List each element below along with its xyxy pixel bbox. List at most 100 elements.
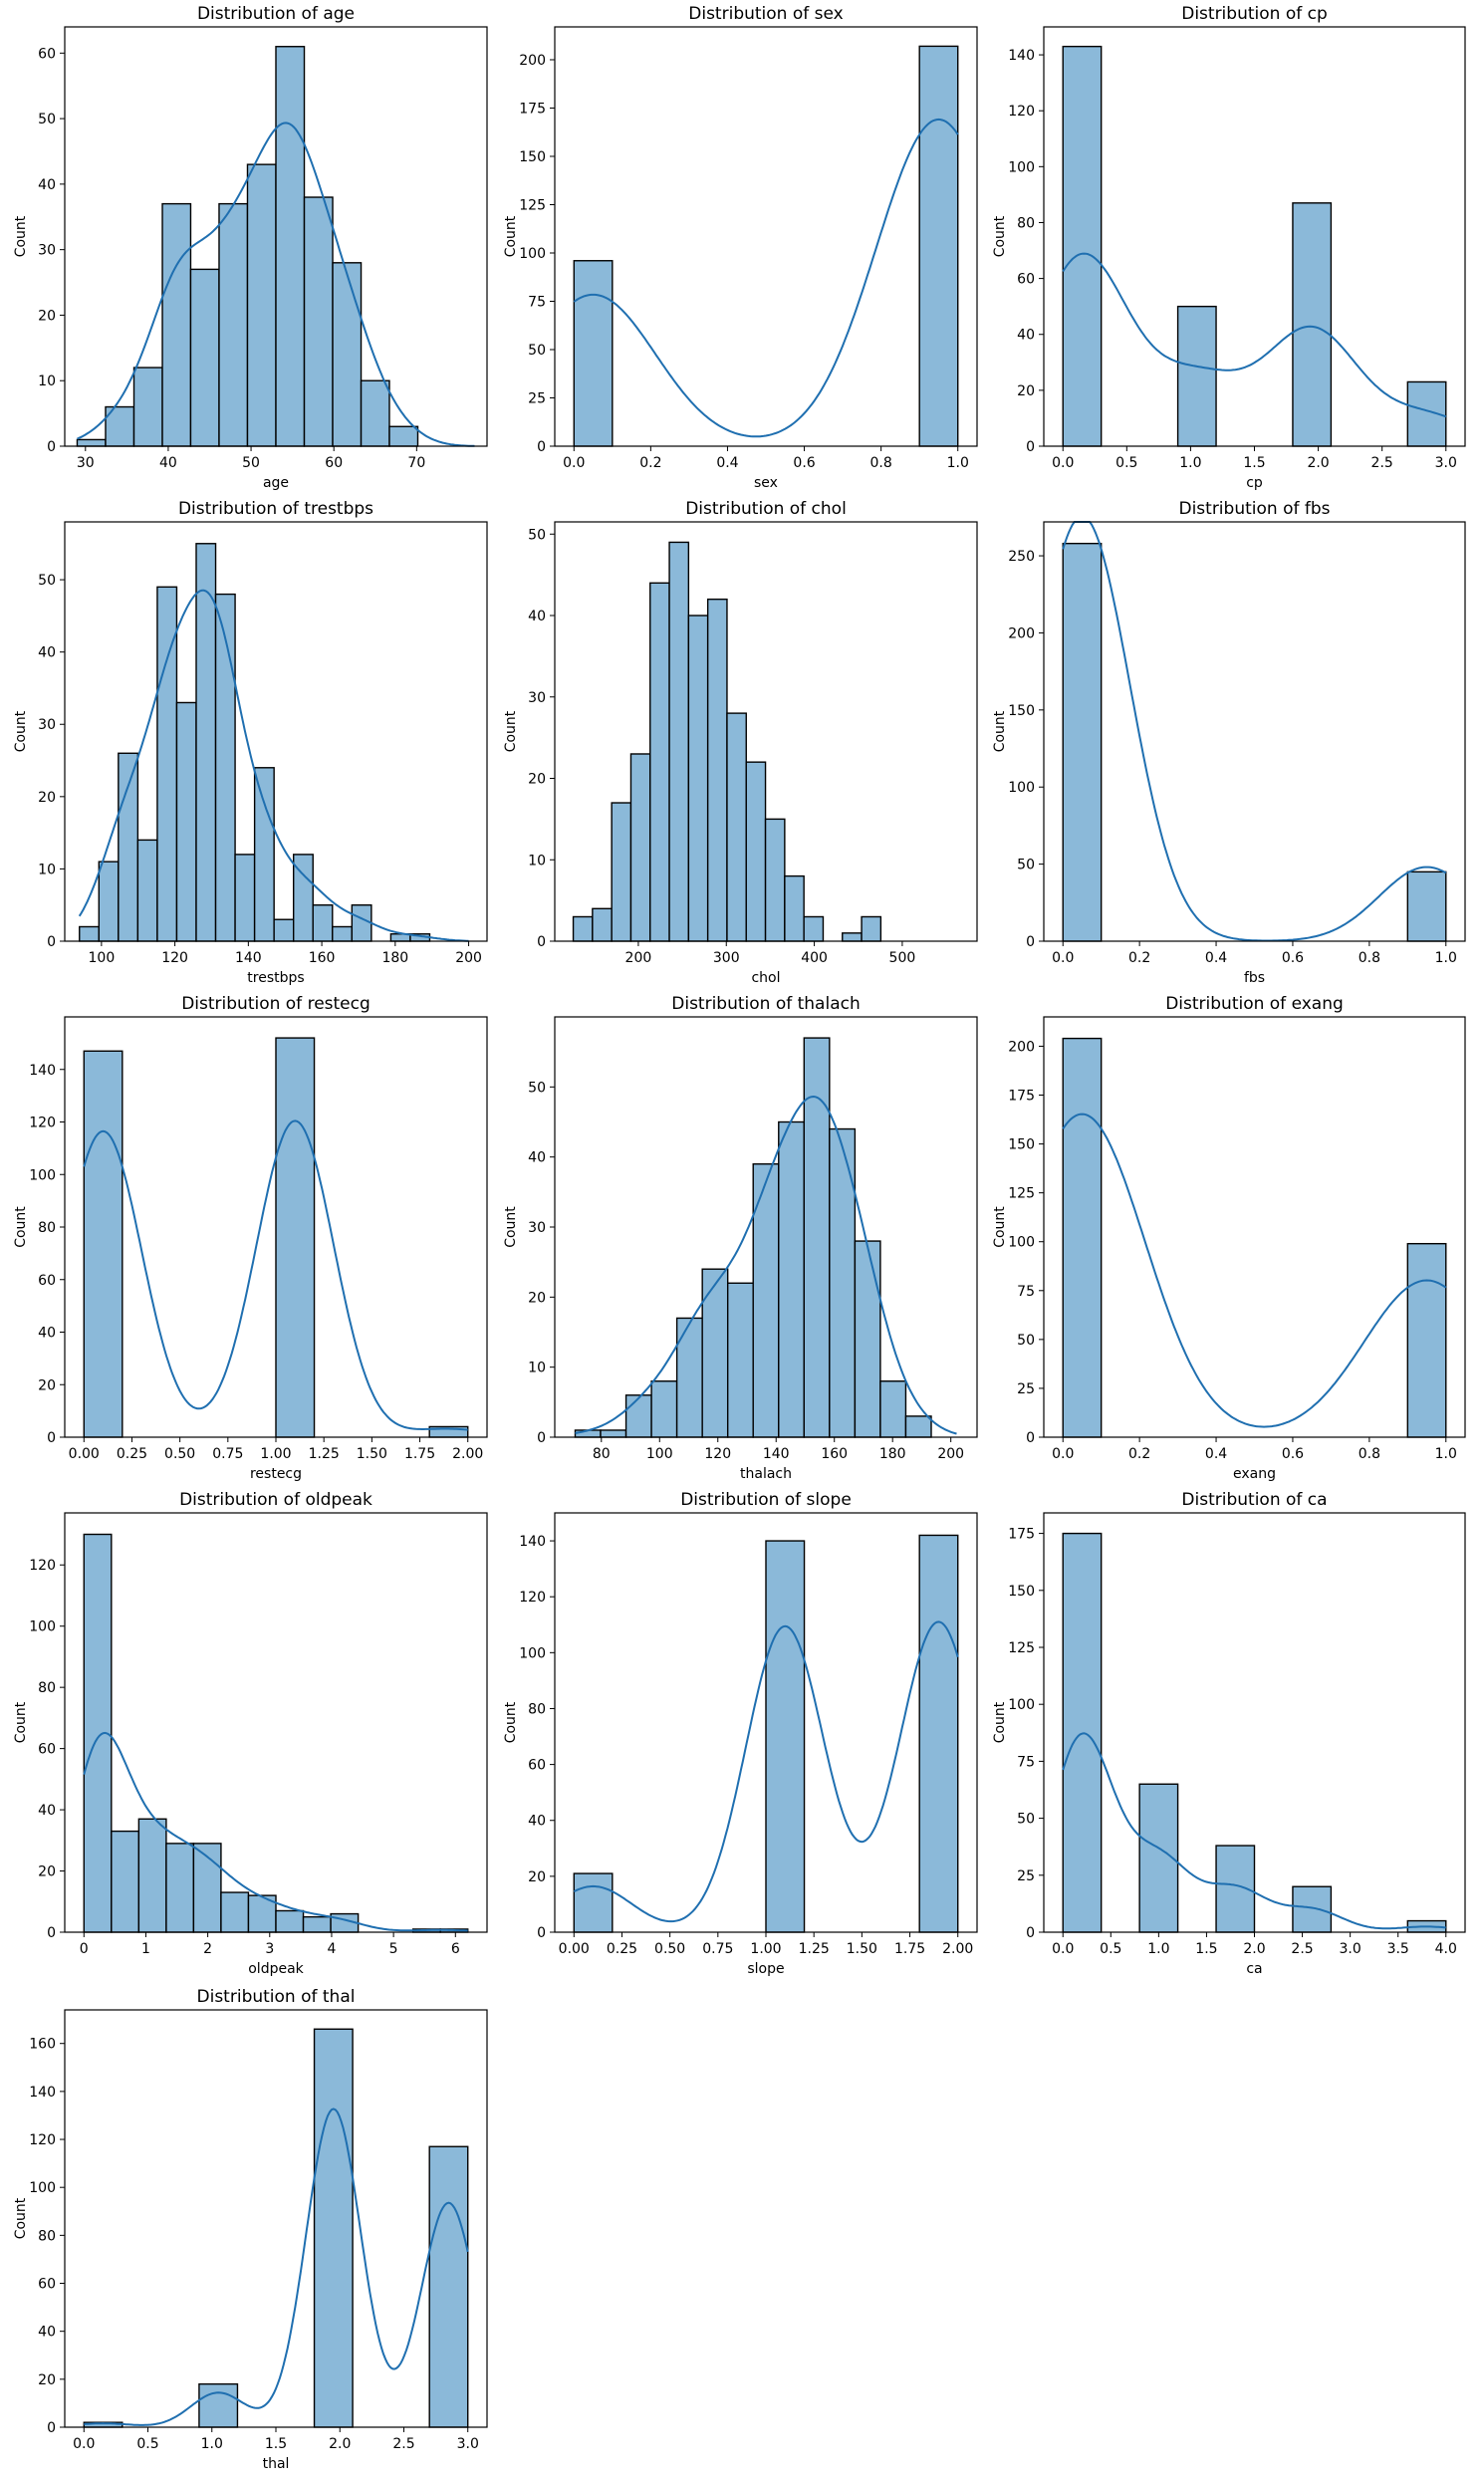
bar-trestbps-8 — [234, 854, 256, 942]
xtick-label-exang-1: 0.2 — [1128, 1446, 1150, 1462]
axes-frame-oldpeak — [64, 1512, 488, 1933]
x-axis-label-exang: exang — [1233, 1466, 1276, 1482]
ytick-label-exang-6: 150 — [1008, 1137, 1035, 1153]
x-axis-label-age: age — [263, 475, 289, 491]
ytick-label-restecg-0: 0 — [47, 1430, 56, 1446]
xtick-label-thalach-4: 160 — [821, 1446, 848, 1462]
ytick-label-age-6: 60 — [38, 46, 56, 62]
ytick-label-restecg-4: 80 — [38, 1220, 56, 1236]
xtick-label-thalach-5: 180 — [879, 1446, 906, 1462]
ytick-label-slope-1: 20 — [528, 1869, 546, 1885]
xtick-label-age-3: 60 — [325, 455, 343, 471]
bar-oldpeak-4 — [192, 1843, 222, 1933]
ytick-label-exang-7: 175 — [1008, 1089, 1035, 1105]
xtick-label-slope-7: 1.75 — [894, 1941, 925, 1957]
ytick-label-restecg-6: 120 — [29, 1116, 56, 1131]
xtick-label-thalach-6: 200 — [937, 1446, 964, 1462]
y-axis-label-cp: Count — [992, 215, 1008, 257]
ytick-label-thal-5: 100 — [29, 2180, 56, 2196]
subplot-cp: 0.0 0.5 1.0 1.5 2.0 2.5 3.0 0 20 40 60 80 100 120 140 D… — [992, 4, 1466, 491]
ytick-label-age-0: 0 — [47, 439, 56, 455]
xtick-label-cp-5: 2.5 — [1371, 455, 1393, 471]
kde-line-thal — [84, 2108, 469, 2426]
bar-age-4 — [189, 268, 220, 447]
y-axis-label-trestbps: Count — [13, 710, 29, 752]
kde-line-oldpeak — [83, 1731, 468, 1932]
ytick-label-trestbps-1: 10 — [38, 862, 56, 877]
bar-age-11 — [388, 425, 419, 447]
bar-chol-15 — [861, 915, 882, 942]
bar-chol-2 — [611, 802, 632, 942]
axes-frame-cp — [1043, 26, 1466, 447]
axes-frame-thal — [64, 2009, 488, 2428]
ytick-label-sex-8: 200 — [519, 53, 546, 69]
ytick-label-restecg-3: 60 — [38, 1273, 56, 1289]
bar-trestbps-2 — [118, 752, 139, 942]
xtick-label-fbs-1: 0.2 — [1128, 950, 1150, 966]
ytick-label-ca-2: 50 — [1017, 1812, 1035, 1828]
ytick-label-exang-3: 75 — [1017, 1284, 1035, 1300]
ytick-label-age-1: 10 — [38, 373, 56, 389]
xtick-label-trestbps-2: 140 — [235, 950, 262, 966]
xtick-label-ca-6: 3.0 — [1340, 1941, 1361, 1957]
ytick-label-slope-2: 40 — [528, 1814, 546, 1830]
xtick-label-trestbps-4: 180 — [381, 950, 408, 966]
bar-trestbps-0 — [79, 925, 100, 942]
bar-thalach-3 — [650, 1380, 678, 1438]
chart-title-ca: Distribution of ca — [1181, 1490, 1327, 1510]
xtick-label-thal-3: 1.5 — [265, 2436, 287, 2452]
xtick-label-slope-1: 0.25 — [607, 1941, 637, 1957]
bar-trestbps-1 — [98, 861, 120, 942]
bar-trestbps-13 — [332, 925, 354, 942]
subplot-trestbps: 100 120 140 160 180 200 0 10 20 30 40 50 Distributio… — [13, 499, 488, 986]
ytick-label-chol-5: 50 — [528, 527, 546, 543]
ytick-label-age-4: 40 — [38, 177, 56, 193]
xtick-label-restecg-7: 1.75 — [404, 1446, 435, 1462]
xtick-label-restecg-8: 2.00 — [452, 1446, 483, 1462]
bar-exang-0 — [1062, 1037, 1103, 1438]
xtick-label-exang-5: 1.0 — [1435, 1446, 1457, 1462]
xtick-label-restecg-4: 1.00 — [260, 1446, 291, 1462]
ytick-label-exang-4: 100 — [1008, 1235, 1035, 1251]
subplot-slope: 0.00 0.25 0.50 0.75 1.00 1.25 1.50 1.75 2.00 0 20 4… — [503, 1490, 978, 1977]
y-axis-label-ca: Count — [992, 1701, 1008, 1743]
xtick-label-oldpeak-6: 6 — [451, 1941, 460, 1957]
bar-thal-2 — [198, 2382, 239, 2428]
subplot-sex: 0.0 0.2 0.4 0.6 0.8 1.0 0 25 50 75 100 125 150 175 200… — [503, 4, 978, 491]
kde-line-sex — [573, 118, 959, 438]
xtick-label-fbs-2: 0.4 — [1205, 950, 1227, 966]
bar-age-10 — [360, 379, 390, 447]
bar-restecg-0 — [83, 1050, 124, 1438]
bar-chol-14 — [842, 932, 863, 942]
y-axis-label-exang: Count — [992, 1206, 1008, 1248]
ytick-label-age-3: 30 — [38, 243, 56, 259]
bar-trestbps-14 — [351, 904, 372, 942]
bar-age-3 — [161, 202, 192, 447]
ytick-label-cp-6: 120 — [1008, 104, 1035, 120]
xtick-label-thal-1: 0.5 — [136, 2436, 158, 2452]
bar-age-9 — [332, 262, 363, 447]
xtick-label-trestbps-5: 200 — [455, 950, 482, 966]
ytick-label-cp-3: 60 — [1017, 272, 1035, 288]
bar-chol-7 — [706, 598, 728, 942]
ytick-label-slope-0: 0 — [537, 1925, 546, 1941]
ytick-label-trestbps-5: 50 — [38, 573, 56, 589]
ytick-label-age-2: 20 — [38, 308, 56, 324]
axes-frame-fbs — [1043, 521, 1466, 942]
bar-thalach-13 — [904, 1415, 932, 1438]
y-axis-label-restecg: Count — [13, 1206, 29, 1248]
subplot-thal: 0.0 0.5 1.0 1.5 2.0 2.5 3.0 0 20 40 60 80 100 120 140 1… — [13, 1987, 488, 2472]
bar-oldpeak-3 — [165, 1843, 195, 1933]
ytick-label-sex-1: 25 — [528, 390, 546, 406]
xtick-label-exang-4: 0.8 — [1359, 1446, 1380, 1462]
xtick-label-thalach-2: 120 — [704, 1446, 731, 1462]
y-axis-label-thalach: Count — [503, 1206, 519, 1248]
xtick-label-exang-0: 0.0 — [1052, 1446, 1074, 1462]
chart-title-thal: Distribution of thal — [197, 1987, 356, 2007]
chart-title-oldpeak: Distribution of oldpeak — [179, 1490, 372, 1510]
bar-chol-5 — [668, 541, 690, 942]
x-axis-label-oldpeak: oldpeak — [248, 1961, 304, 1977]
kde-line-restecg — [83, 1119, 468, 1431]
chart-title-exang: Distribution of exang — [1165, 994, 1344, 1014]
ytick-label-ca-3: 75 — [1017, 1754, 1035, 1770]
